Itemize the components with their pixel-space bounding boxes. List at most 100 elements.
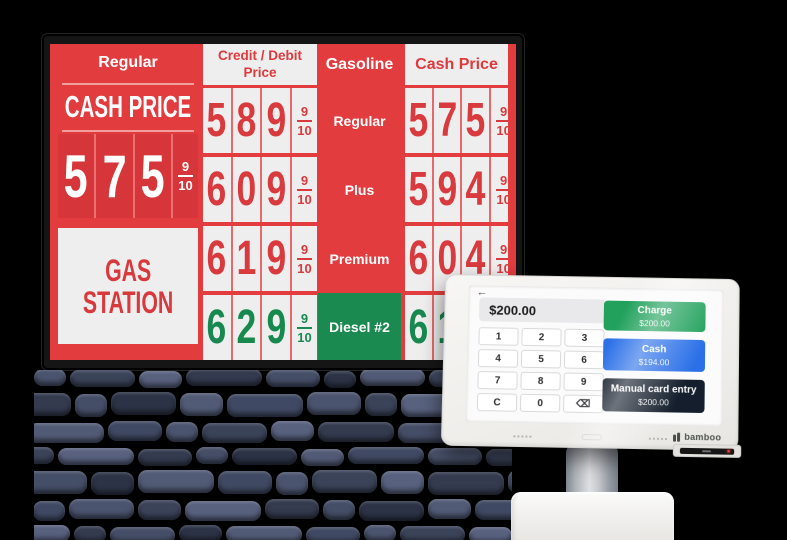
stone	[226, 526, 302, 540]
key-2[interactable]: 2	[521, 327, 562, 347]
stone	[138, 470, 214, 493]
gasoline-column: Gasoline Regular Plus Premium Diesel #2	[318, 44, 401, 360]
cash-price-plus: 5 9 4 9 10	[405, 157, 508, 222]
price-fraction-cell: 9 10	[489, 157, 508, 222]
stone	[232, 448, 297, 465]
key-1[interactable]: 1	[478, 327, 519, 346]
home-button[interactable]	[581, 434, 602, 441]
key-7[interactable]: 7	[477, 371, 518, 390]
stone	[266, 370, 320, 387]
price-fraction-cell: 9 10	[170, 134, 198, 218]
fraction: 9 10	[496, 174, 508, 206]
stone	[34, 370, 66, 386]
credit-price-diesel: 6 2 9 9 10	[203, 295, 317, 360]
station-name: GAS STATION	[58, 228, 198, 344]
price-digit-cell: 7	[431, 88, 461, 153]
stone	[166, 422, 198, 442]
pos-screen: ← $200.00 1 2 3 4 5 6 7 8 9 C 0 ⌫ Charge…	[465, 285, 724, 427]
credit-debit-header: Credit / Debit Price	[203, 44, 317, 85]
key-backspace-icon[interactable]: ⌫	[563, 394, 604, 414]
stone	[179, 525, 222, 540]
stone	[108, 421, 162, 441]
stone	[312, 470, 377, 493]
price-digit-cell: 5	[132, 134, 171, 218]
cash-price-premium: 6 0 4 9 10	[405, 226, 508, 291]
price-digit-cell: 9	[431, 157, 461, 222]
station-name-line: STATION	[82, 284, 174, 320]
key-3[interactable]: 3	[564, 328, 605, 348]
stone	[180, 393, 223, 416]
price-digit-cell: 5	[460, 88, 489, 153]
price-digit-cell: 9	[260, 226, 290, 291]
price-fraction-cell: 9 10	[290, 88, 317, 153]
price-digit-cell: 4	[460, 157, 489, 222]
stone	[69, 499, 134, 519]
divider	[62, 130, 194, 132]
price-digit-cell: 6	[408, 301, 429, 354]
bamboo-logo: bamboo	[673, 432, 721, 443]
stone	[265, 499, 319, 519]
price-digit-cell: 9	[260, 88, 290, 153]
stone	[34, 501, 65, 521]
stone	[75, 394, 107, 417]
stone	[301, 449, 344, 466]
credit-debit-column: Credit / Debit Price 5 8 9 9 10 6 0 9 9 10…	[203, 44, 317, 360]
speaker-dots	[512, 434, 533, 439]
fraction: 9 10	[297, 103, 312, 138]
grade-label-diesel: Diesel #2	[318, 293, 401, 360]
stone	[185, 501, 261, 521]
amount-display[interactable]: $200.00	[478, 297, 606, 324]
key-0[interactable]: 0	[519, 393, 561, 413]
stone	[91, 472, 134, 495]
key-8[interactable]: 8	[520, 371, 561, 391]
pos-terminal: ← $200.00 1 2 3 4 5 6 7 8 9 C 0 ⌫ Charge…	[440, 274, 742, 458]
gas-price-sign: Regular CASH PRICE 5 7 5 9 10 GAS STATION	[42, 34, 524, 370]
price-digit-cell: 4	[460, 226, 489, 291]
station-name-line: GAS	[104, 252, 152, 288]
stone	[34, 447, 54, 464]
stone	[196, 447, 228, 464]
fraction: 9 10	[297, 310, 312, 345]
speaker-dots	[647, 437, 669, 441]
stone	[360, 370, 425, 386]
divider	[62, 83, 194, 85]
stone	[34, 471, 87, 494]
price-digit-cell: 8	[230, 88, 261, 153]
price-digit-cell: 5	[206, 94, 227, 147]
cash-button[interactable]: Cash $194.00	[602, 338, 706, 372]
stone	[365, 393, 397, 416]
price-fraction-cell: 9 10	[489, 226, 508, 291]
grade-label-premium: Premium	[329, 250, 390, 267]
stone-wall	[34, 370, 512, 540]
fraction: 9 10	[178, 159, 193, 193]
stone	[34, 525, 70, 540]
key-clear[interactable]: C	[476, 393, 518, 412]
stone	[324, 371, 356, 388]
stone	[475, 500, 512, 520]
manual-card-entry-button[interactable]: Manual card entry $200.00	[602, 378, 705, 414]
credit-price-plus: 6 0 9 9 10	[203, 157, 317, 222]
gasoline-header: Gasoline	[325, 55, 394, 73]
stone	[428, 448, 482, 465]
key-9[interactable]: 9	[563, 372, 604, 392]
price-digit-cell: 0	[431, 226, 461, 291]
stone	[364, 525, 396, 540]
cash-price-label: CASH PRICE	[64, 89, 192, 124]
grade-label-plus: Plus	[344, 181, 375, 198]
stone	[34, 423, 104, 443]
key-6[interactable]: 6	[563, 350, 605, 370]
key-4[interactable]: 4	[477, 349, 519, 368]
price-digit-cell: 5	[58, 134, 94, 218]
price-digit-cell: 9	[260, 157, 290, 222]
regular-header: Regular	[98, 54, 158, 71]
stone	[227, 394, 303, 417]
stone	[34, 393, 71, 416]
stone	[110, 527, 175, 540]
digit: 5	[64, 142, 89, 210]
charge-button[interactable]: Charge $200.00	[603, 300, 706, 333]
stone	[398, 423, 452, 443]
card-reader[interactable]	[672, 443, 742, 458]
stone	[58, 448, 134, 465]
key-5[interactable]: 5	[520, 349, 562, 369]
